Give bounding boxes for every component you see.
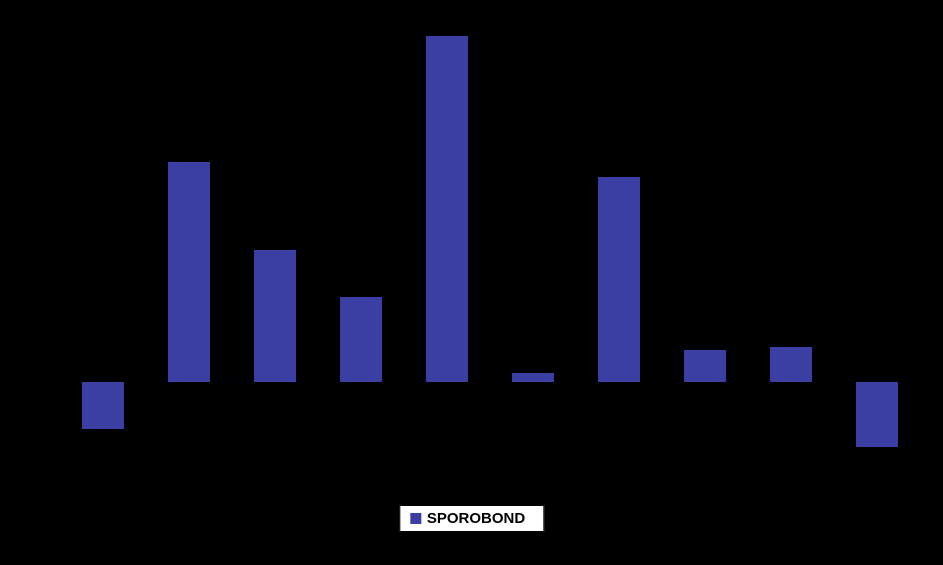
- legend-label: SPOROBOND: [427, 510, 525, 527]
- plot-area: [60, 30, 920, 470]
- bar-2012: [254, 250, 295, 382]
- bar-2019: [856, 382, 897, 447]
- bar-2011: [168, 162, 209, 382]
- bar-2016: [598, 177, 639, 382]
- chart-legend: SPOROBOND: [399, 505, 544, 532]
- bar-2014: [426, 36, 467, 382]
- bar-2013: [340, 297, 381, 382]
- bar-2017: [684, 350, 725, 382]
- sporobond-bar-chart: SPOROBOND: [0, 0, 943, 565]
- bar-2010: [82, 382, 123, 429]
- bar-2015: [512, 373, 553, 382]
- legend-swatch: [410, 513, 421, 524]
- bar-2018: [770, 347, 811, 382]
